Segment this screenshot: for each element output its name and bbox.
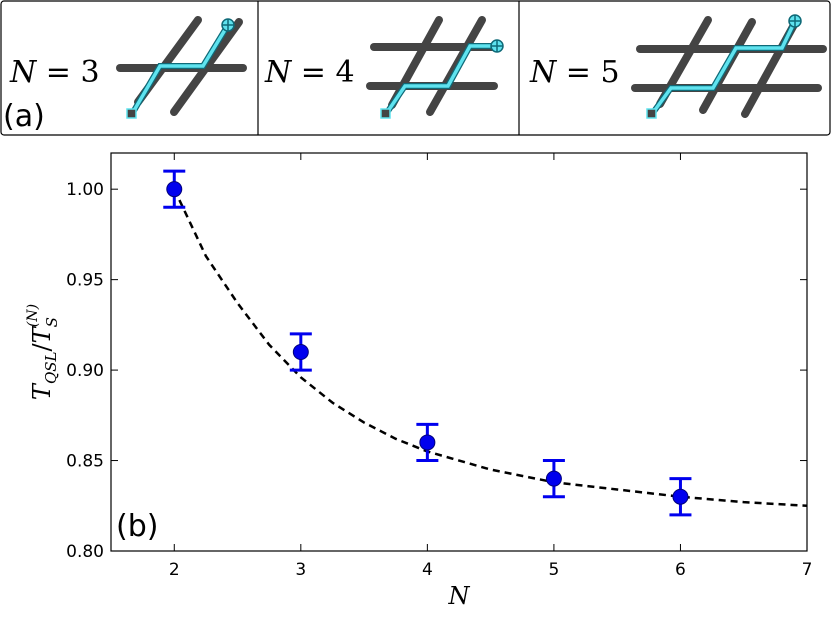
path-line [130,24,230,115]
y-tick-label: 0.90 [66,361,104,381]
square-marker-icon [646,108,657,119]
path-line [384,44,497,115]
subpanel-n-label: N = 5 [529,55,620,90]
subpanel-n-label: N = 4 [264,55,355,90]
data-point [419,434,436,451]
x-axis-label: N [448,582,471,610]
y-tick-label: 1.00 [66,180,104,200]
y-axis-label: TQSL/TS(N) [25,304,61,400]
subpanel-n3: N = 3 [9,16,247,119]
fit-curve-line [173,188,808,508]
data-point [672,488,689,505]
plot-area [110,152,808,552]
x-tick-label: 2 [169,560,180,580]
y-axis: 0.80 0.85 0.90 0.95 1.00 [66,180,807,562]
x-axis: 2 3 4 5 6 7 [169,153,813,580]
x-tick-label: 3 [295,560,306,580]
x-tick-label: 5 [548,560,559,580]
data-points [163,169,692,517]
subpanel-n-label: N = 3 [9,55,100,90]
x-tick-label: 7 [802,560,813,580]
crosshair-circle-icon [490,39,504,53]
crosshair-circle-icon [221,18,235,32]
path-line [650,20,797,116]
square-marker-icon [126,108,137,119]
subpanel-n5: N = 5 [529,14,827,119]
y-tick-label: 0.80 [66,542,104,562]
data-point [166,181,183,198]
subpanel-n4: N = 4 [264,16,504,119]
x-tick-label: 6 [675,560,686,580]
y-tick-label: 0.95 [66,271,104,291]
y-tick-label: 0.85 [66,452,104,472]
fit-curve [173,188,808,508]
crosshair-circle-icon [788,14,802,28]
panel-a-label: (a) [3,99,45,134]
x-tick-label: 4 [422,560,433,580]
panel-a: N = 3 N = 4 [0,0,831,136]
data-point [292,344,309,360]
svg-text:TQSL/TS(N): TQSL/TS(N) [25,304,61,400]
panel-b-label: (b) [116,509,158,544]
panel-b: 2 3 4 5 6 7 0.80 0.85 0.90 0.95 1.00 (b) N TQSL/T… [25,152,813,610]
diagonal-bar [170,18,243,116]
data-point [545,470,562,487]
square-marker-icon [380,108,391,119]
